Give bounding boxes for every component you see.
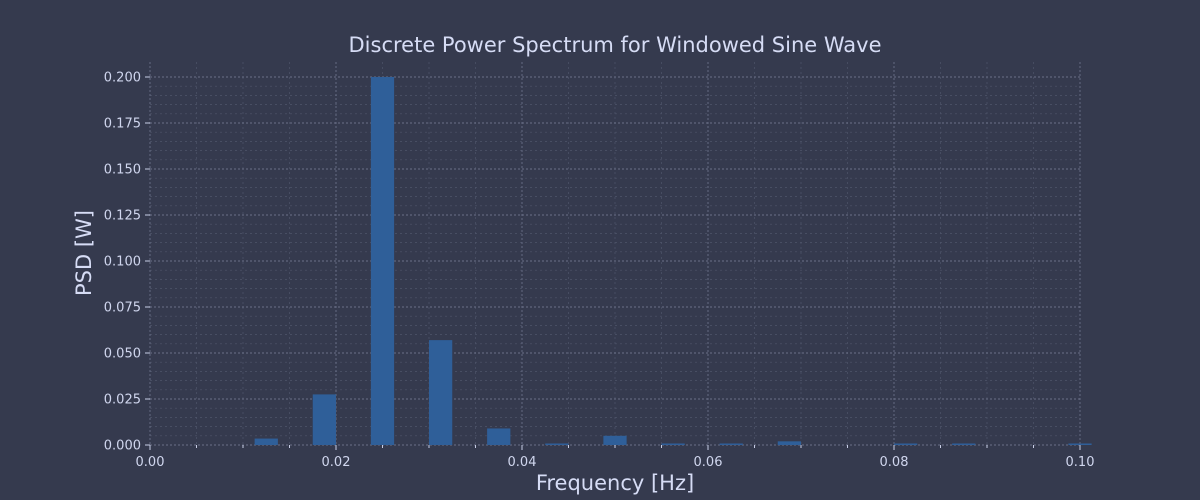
y-tick-label: 0.150 xyxy=(104,163,141,178)
bars xyxy=(254,77,1092,445)
y-tick-label: 0.025 xyxy=(104,393,141,408)
x-tick-label: 0.00 xyxy=(136,455,165,470)
bar xyxy=(777,441,801,445)
y-tick-label: 0.075 xyxy=(104,301,141,316)
bar xyxy=(487,428,511,445)
y-tick-label: 0.175 xyxy=(104,117,141,132)
bar xyxy=(254,438,278,445)
x-axis-label: Frequency [Hz] xyxy=(536,471,694,495)
x-tick-label: 0.04 xyxy=(508,455,537,470)
bar xyxy=(603,435,627,445)
x-tick-label: 0.08 xyxy=(880,455,909,470)
bar xyxy=(312,394,336,445)
x-tick-label: 0.02 xyxy=(322,455,351,470)
bar xyxy=(545,443,569,445)
chart-title: Discrete Power Spectrum for Windowed Sin… xyxy=(349,33,882,57)
axes: 0.00 0.02 0.04 0.06 0.08 0.10 0.000 0.025 0.050 0… xyxy=(104,71,1095,471)
bar xyxy=(952,443,976,445)
grid xyxy=(149,62,1081,446)
y-tick-label: 0.050 xyxy=(104,347,141,362)
bar xyxy=(370,77,395,445)
bar xyxy=(894,443,918,445)
y-tick-label: 0.100 xyxy=(104,255,141,270)
x-tick-label: 0.06 xyxy=(694,455,723,470)
bar xyxy=(719,443,743,445)
y-tick-label: 0.200 xyxy=(104,71,141,86)
y-tick-label: 0.000 xyxy=(104,439,141,454)
bar xyxy=(661,443,685,445)
y-axis-label: PSD [W] xyxy=(72,210,96,296)
bar xyxy=(1068,443,1092,445)
bar xyxy=(429,340,453,445)
y-tick-label: 0.125 xyxy=(104,209,141,224)
x-tick-label: 0.10 xyxy=(1066,455,1095,470)
